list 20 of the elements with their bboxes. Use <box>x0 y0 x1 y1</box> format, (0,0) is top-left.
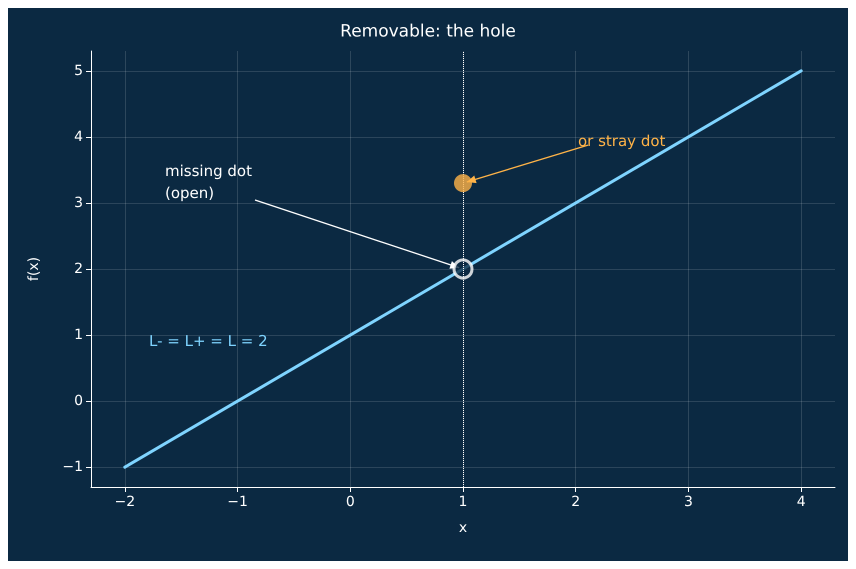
annotation: L- = L+ = L = 2 <box>149 332 268 350</box>
x-tick-label: 2 <box>571 494 580 510</box>
y-tick-label: 1 <box>74 327 83 344</box>
y-tick-label: 0 <box>74 393 83 410</box>
y-axis-title: f(x) <box>26 256 42 282</box>
y-tick-label: 3 <box>74 194 83 211</box>
annotation: missing dot (open) <box>165 162 252 202</box>
x-tick-label: 0 <box>346 494 355 510</box>
x-tick-label: 1 <box>458 494 468 510</box>
chart-title: Removable: the hole <box>340 22 516 42</box>
y-tick-label: 4 <box>74 128 84 145</box>
annotation: or stray dot <box>578 132 666 150</box>
y-tick-label: 2 <box>74 261 83 277</box>
x-tick-label: 4 <box>796 494 806 510</box>
x-tick-label: −1 <box>227 494 248 510</box>
x-tick-label: 3 <box>684 494 693 510</box>
x-tick-label: −2 <box>114 494 136 510</box>
y-tick-label: −1 <box>62 459 83 476</box>
y-tick-label: 5 <box>74 62 83 79</box>
x-axis-title: x <box>458 520 468 536</box>
